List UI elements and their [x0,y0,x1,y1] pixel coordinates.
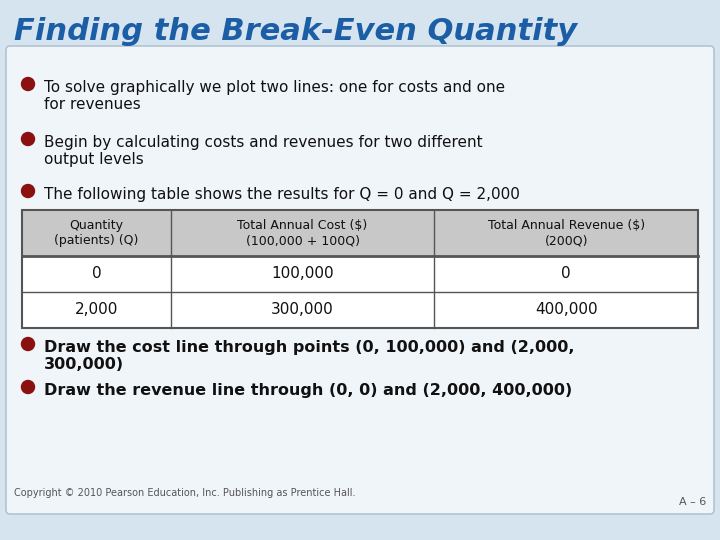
FancyBboxPatch shape [6,46,714,514]
Text: Total Annual Cost ($)
(100,000 + 100Q): Total Annual Cost ($) (100,000 + 100Q) [238,219,368,247]
Bar [22,292,698,328]
Circle shape [22,78,35,91]
Text: 100,000: 100,000 [271,267,334,281]
Text: A – 6: A – 6 [679,497,706,507]
Circle shape [22,185,35,198]
Text: 400,000: 400,000 [535,302,598,318]
Text: Draw the cost line through points (0, 100,000) and (2,000,
300,000): Draw the cost line through points (0, 10… [44,340,575,373]
Text: 300,000: 300,000 [271,302,334,318]
Circle shape [22,132,35,145]
Text: Finding the Break-Even Quantity: Finding the Break-Even Quantity [14,17,577,46]
Circle shape [22,338,35,350]
Text: Quantity
(patients) (Q): Quantity (patients) (Q) [54,219,138,247]
Circle shape [22,381,35,394]
Text: Total Annual Revenue ($)
(200Q): Total Annual Revenue ($) (200Q) [487,219,644,247]
Text: 2,000: 2,000 [75,302,118,318]
Text: 0: 0 [562,267,571,281]
Text: To solve graphically we plot two lines: one for costs and one
for revenues: To solve graphically we plot two lines: … [44,80,505,112]
Bar [22,210,698,328]
Text: 0: 0 [91,267,102,281]
Text: Draw the revenue line through (0, 0) and (2,000, 400,000): Draw the revenue line through (0, 0) and… [44,383,572,398]
Text: Begin by calculating costs and revenues for two different
output levels: Begin by calculating costs and revenues … [44,135,482,167]
Bar [22,256,698,292]
Text: Copyright © 2010 Pearson Education, Inc. Publishing as Prentice Hall.: Copyright © 2010 Pearson Education, Inc.… [14,488,356,498]
Bar [22,210,698,256]
Text: The following table shows the results for Q = 0 and Q = 2,000: The following table shows the results fo… [44,187,520,202]
